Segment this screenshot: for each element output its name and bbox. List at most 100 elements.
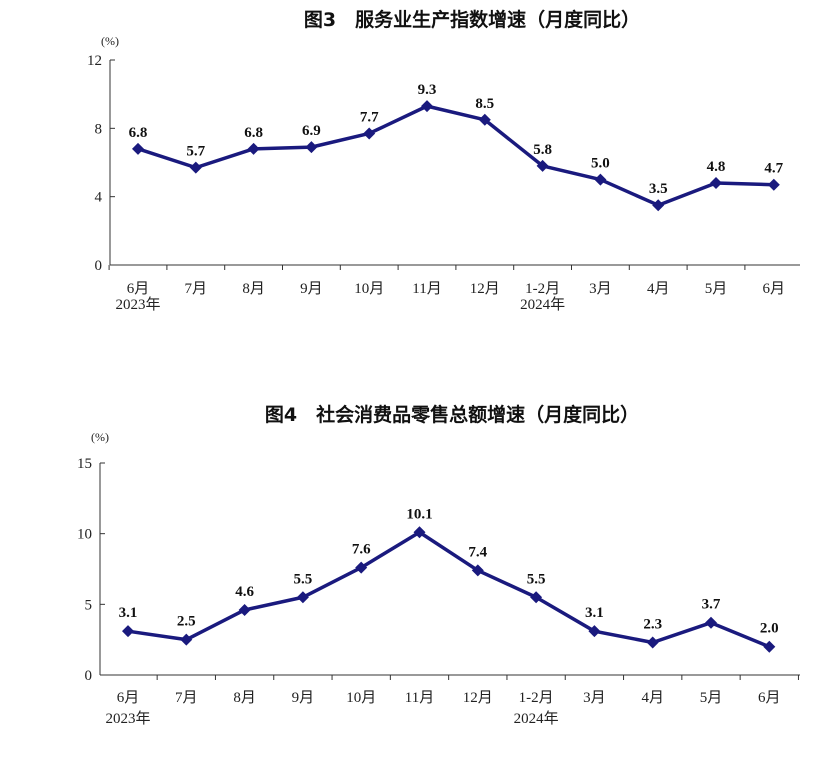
y-tick-label: 0 xyxy=(95,258,103,274)
x-tick-label: 5月 xyxy=(705,281,728,297)
x-tick-label: 4月 xyxy=(641,690,664,706)
x-tick-label: 8月 xyxy=(233,690,256,706)
data-point-marker xyxy=(305,141,318,154)
data-label: 6.9 xyxy=(302,123,321,139)
year-label: 2023年 xyxy=(105,710,150,727)
data-label: 7.6 xyxy=(352,542,371,558)
data-point-marker xyxy=(588,625,601,638)
y-tick-label: 12 xyxy=(87,53,102,69)
x-tick-label: 5月 xyxy=(700,690,723,706)
x-tick-label: 11月 xyxy=(405,690,434,706)
data-point-marker xyxy=(363,127,376,140)
x-tick-label: 11月 xyxy=(412,281,441,297)
y-tick-label: 15 xyxy=(77,456,92,472)
data-point-marker xyxy=(238,603,251,616)
x-tick-label: 9月 xyxy=(300,281,323,297)
x-tick-label: 6月 xyxy=(763,281,786,297)
x-tick-label: 6月 xyxy=(117,690,140,706)
data-label: 2.3 xyxy=(643,616,662,632)
data-point-marker xyxy=(530,591,543,604)
data-point-marker xyxy=(646,636,659,649)
data-point-marker xyxy=(471,564,484,577)
x-tick-label: 1-2月 xyxy=(525,281,560,297)
y-tick-label: 4 xyxy=(95,190,103,206)
x-tick-label: 10月 xyxy=(346,690,376,706)
chart-2-axes xyxy=(99,463,800,676)
chart-2-unit-label: (%) xyxy=(91,430,109,444)
chart-1-data-labels: 6.8 5.7 6.8 6.9 7.7 9.3 8.5 5.8 5.0 3.5 4.8 4.7 xyxy=(129,82,784,197)
data-label: 7.7 xyxy=(360,109,379,125)
data-label: 6.8 xyxy=(244,125,263,141)
x-tick-label: 7月 xyxy=(185,281,208,297)
y-tick-label: 0 xyxy=(85,668,93,684)
data-label: 3.1 xyxy=(585,605,604,621)
data-label: 5.7 xyxy=(186,144,205,160)
data-label: 9.3 xyxy=(418,82,437,98)
data-point-marker xyxy=(705,616,717,629)
data-label: 10.1 xyxy=(406,506,432,522)
data-point-marker xyxy=(421,100,433,113)
x-tick-label: 12月 xyxy=(470,281,500,297)
chart-2-series xyxy=(122,526,776,653)
data-label: 7.4 xyxy=(468,544,487,560)
x-tick-label: 8月 xyxy=(242,281,265,297)
data-point-marker xyxy=(180,633,193,646)
data-point-marker xyxy=(710,177,722,189)
data-label: 5.8 xyxy=(533,142,552,158)
data-point-marker xyxy=(189,161,202,174)
data-label: 2.5 xyxy=(177,614,196,630)
data-label: 3.7 xyxy=(702,597,721,613)
data-label: 5.0 xyxy=(591,156,610,172)
x-tick-label: 10月 xyxy=(354,281,384,297)
x-tick-label: 4月 xyxy=(647,281,670,297)
x-tick-label: 6月 xyxy=(758,690,781,706)
x-tick-label: 3月 xyxy=(583,690,606,706)
x-tick-label: 6月 xyxy=(127,281,150,297)
data-label: 8.5 xyxy=(475,96,494,112)
data-label: 5.5 xyxy=(527,571,546,587)
data-point-marker xyxy=(122,625,134,638)
chart-1-unit-label: (%) xyxy=(101,34,119,48)
data-label: 5.5 xyxy=(294,571,313,587)
data-point-marker xyxy=(478,113,491,126)
data-label: 4.8 xyxy=(707,159,726,175)
y-tick-label: 10 xyxy=(77,527,92,543)
year-label: 2024年 xyxy=(514,710,559,727)
chart-1-y-ticks: 0 4 8 12 xyxy=(87,53,115,274)
chart-2-series-line xyxy=(126,530,772,649)
x-tick-label: 3月 xyxy=(589,281,612,297)
data-point-marker xyxy=(247,142,260,155)
y-tick-label: 5 xyxy=(85,597,93,613)
x-tick-label: 12月 xyxy=(463,690,493,706)
chart-service-index: 图3 服务业生产指数增速（月度同比） (%) 0 4 8 12 6月 7月 8月 9月 10月… xyxy=(87,8,800,313)
chart-retail-sales: 图4 社会消费品零售总额增速（月度同比） (%) 0 5 10 15 6月 7月 8月 9月… xyxy=(77,403,800,727)
chart-1-series-line xyxy=(136,104,776,207)
data-point-marker xyxy=(413,526,426,539)
data-label: 3.5 xyxy=(649,181,668,197)
data-point-marker xyxy=(536,159,549,172)
data-label: 4.7 xyxy=(764,161,783,177)
y-tick-label: 8 xyxy=(95,121,103,137)
data-point-marker xyxy=(652,199,665,212)
x-tick-label: 9月 xyxy=(292,690,315,706)
data-point-marker xyxy=(132,142,144,155)
data-point-marker xyxy=(763,640,776,653)
data-label: 2.0 xyxy=(760,621,779,637)
chart-1-title: 图3 服务业生产指数增速（月度同比） xyxy=(304,8,640,31)
chart-2-y-ticks: 0 5 10 15 xyxy=(77,456,105,684)
data-label: 6.8 xyxy=(129,125,148,141)
data-point-marker xyxy=(355,561,368,574)
data-point-marker xyxy=(594,173,607,186)
data-label: 4.6 xyxy=(235,584,254,600)
chart-2-x-ticks: 6月 7月 8月 9月 10月 11月 12月 1-2月 3月 4月 5月 6月 2023年 2024年 xyxy=(105,675,799,727)
data-point-marker xyxy=(296,591,309,604)
x-tick-label: 7月 xyxy=(175,690,198,706)
chart-2-data-labels: 3.1 2.5 4.6 5.5 7.6 10.1 7.4 5.5 3.1 2.3 3.7 2.0 xyxy=(119,506,779,636)
year-label: 2023年 xyxy=(115,296,160,313)
year-label: 2024年 xyxy=(520,296,565,313)
data-label: 3.1 xyxy=(119,605,138,621)
chart-1-series xyxy=(132,100,780,212)
